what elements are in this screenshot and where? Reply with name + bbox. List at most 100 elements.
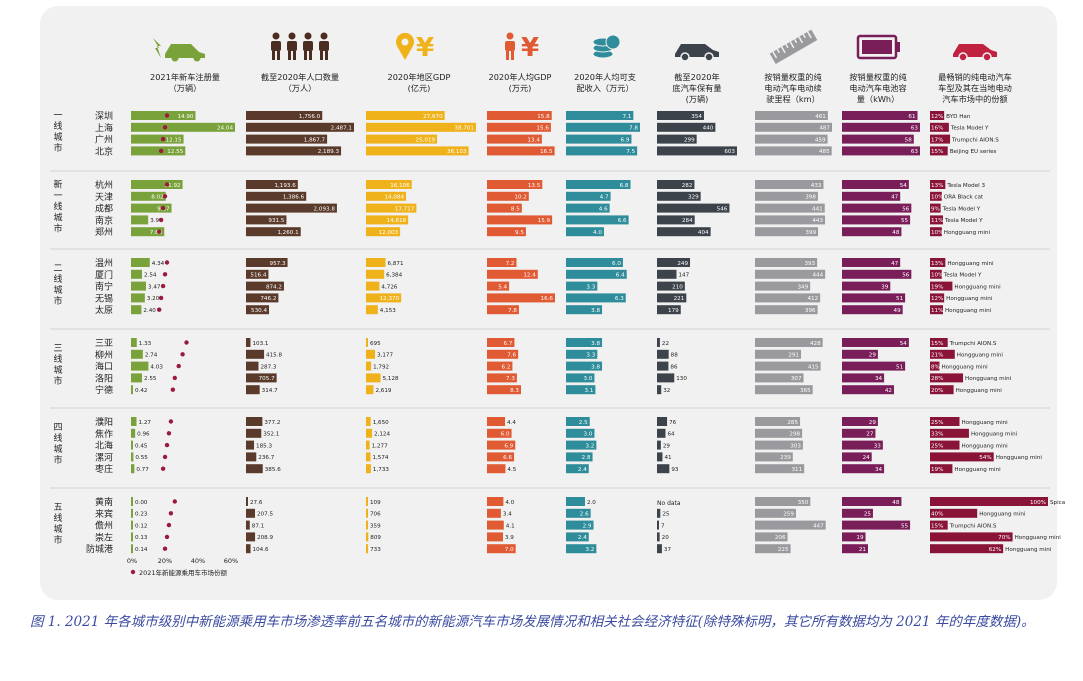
bar-value-pcgdp: 10.2: [514, 195, 526, 201]
share-dot: [180, 352, 185, 357]
bar-value-pcgdp: 12.4: [523, 273, 536, 279]
bar-value-pop: 874.2: [266, 284, 282, 290]
bar-battery: [842, 532, 866, 542]
bar-stock: [657, 281, 685, 291]
leg: [325, 51, 328, 60]
tier-label-char: 一: [53, 192, 62, 202]
tier-label-char: 城: [53, 444, 62, 455]
bar-value-income: 3.2: [585, 547, 594, 553]
bar-value-reg: 14.90: [177, 114, 193, 120]
bar-value-stock: 37: [664, 547, 672, 553]
bar-value-pcgdp: 3.9: [505, 535, 514, 541]
bar-range: [755, 520, 826, 530]
bar-pop: [246, 464, 263, 474]
bar-battery: [842, 122, 920, 132]
tier-label-char: 三: [53, 344, 62, 354]
city-name: 深圳: [95, 111, 113, 122]
bar-value-stock: 130: [676, 376, 687, 382]
bar-top: [930, 134, 951, 144]
bar-reg: [131, 532, 133, 542]
city-name: 上海: [95, 122, 113, 134]
bar-income: [566, 203, 610, 213]
bolt: [153, 38, 161, 58]
bar-label-top: Hongguang mini: [941, 364, 988, 370]
bar-range: [755, 146, 832, 156]
bar-battery: [842, 452, 872, 462]
bar-value-pop: 705.7: [259, 376, 275, 382]
city-name: 宁德: [95, 384, 113, 396]
bar-range: [755, 452, 793, 462]
bar-value-pop: 415.8: [266, 353, 282, 359]
bar-value-pcgdp: 6.7: [504, 341, 513, 347]
ev-car-icon: [953, 44, 997, 62]
bar-reg: [131, 215, 149, 225]
bar-value-top: 15%: [931, 341, 943, 347]
bar-label-top: Tesla Model Y: [950, 126, 989, 132]
bar-stock: [657, 111, 704, 120]
bar-gdp: [366, 215, 409, 225]
bar-value-reg: 4.34: [152, 261, 165, 267]
ruler-icon: [769, 29, 818, 65]
bar-stock: [657, 258, 691, 267]
legend-dot: [130, 569, 136, 575]
torso: [287, 41, 297, 51]
bar-value-pcgdp: 15.8: [537, 114, 550, 120]
bar-value-stock: 354: [691, 114, 702, 120]
bar-value-reg: 0.55: [135, 455, 148, 461]
bar-value-pop: 931.5: [268, 218, 284, 224]
bar-income: [566, 134, 632, 144]
bar-pop: [246, 532, 256, 542]
city-name: 温州: [95, 258, 113, 269]
bar-pop: [246, 258, 288, 267]
bar-value-gdp: 6,384: [386, 273, 402, 279]
bar-top: [930, 305, 943, 315]
bar-label-top: Hongguang mini: [954, 284, 1001, 290]
share-dot: [160, 136, 166, 142]
column-title-top: 车型及其在当地电动: [938, 83, 1012, 93]
bar-value-reg: 0.42: [135, 388, 147, 394]
share-axis-tick: 60%: [224, 557, 238, 565]
bar-income: [566, 122, 640, 132]
bar-pop: [246, 417, 263, 426]
pin: [396, 32, 414, 61]
bar-value-gdp: 12,370: [380, 296, 400, 302]
bar-value-income: 4.0: [593, 230, 602, 236]
share-dot: [160, 283, 166, 289]
bar-range: [755, 281, 811, 291]
bar-battery: [842, 349, 878, 359]
bar-value-battery: 61: [908, 114, 916, 120]
bar-battery: [842, 146, 920, 156]
bar-top: [930, 452, 994, 462]
bar-value-pcgdp: 6.2: [501, 364, 510, 370]
bar-value-reg: 12.55: [167, 149, 183, 155]
share-dot: [162, 272, 168, 277]
bar-pop: [246, 544, 251, 554]
column-title-income: 2020年人均可支: [574, 72, 636, 82]
bar-value-range: 298: [789, 432, 800, 438]
bar-label-top: Hongguang mini: [962, 420, 1009, 426]
bar-value-stock: 64: [667, 432, 675, 438]
bar-value-top: 9%: [931, 206, 940, 212]
bar-value-battery: 47: [891, 195, 899, 201]
bar-label-top: Trumpchi AION.S: [951, 137, 999, 143]
bar-income: [566, 227, 604, 237]
bar-battery: [842, 440, 883, 450]
bar-label-top: Hongguang mini: [1005, 547, 1052, 553]
bar-value-gdp: 1,277: [372, 443, 388, 449]
bar-range: [755, 373, 804, 383]
bar-value-reg: 2.54: [144, 273, 157, 279]
bar-pcgdp: [487, 111, 552, 120]
bar-gdp: [366, 191, 407, 201]
bar-gdp: [366, 385, 374, 395]
bar-value-pop: 208.9: [257, 535, 273, 541]
bar-value-stock: 546: [717, 206, 728, 212]
bar-stock: [657, 180, 695, 189]
city-name: 广州: [95, 134, 113, 146]
bar-value-range: 225: [778, 547, 789, 553]
bar-value-pcgdp: 7.2: [506, 261, 515, 267]
bar-income: [566, 497, 585, 506]
bar-value-income: 3.3: [586, 353, 595, 359]
bar-value-gdp: 2,124: [374, 432, 390, 438]
bar-value-top: 40%: [931, 512, 943, 518]
bar-value-pcgdp: 6.0: [501, 432, 510, 438]
